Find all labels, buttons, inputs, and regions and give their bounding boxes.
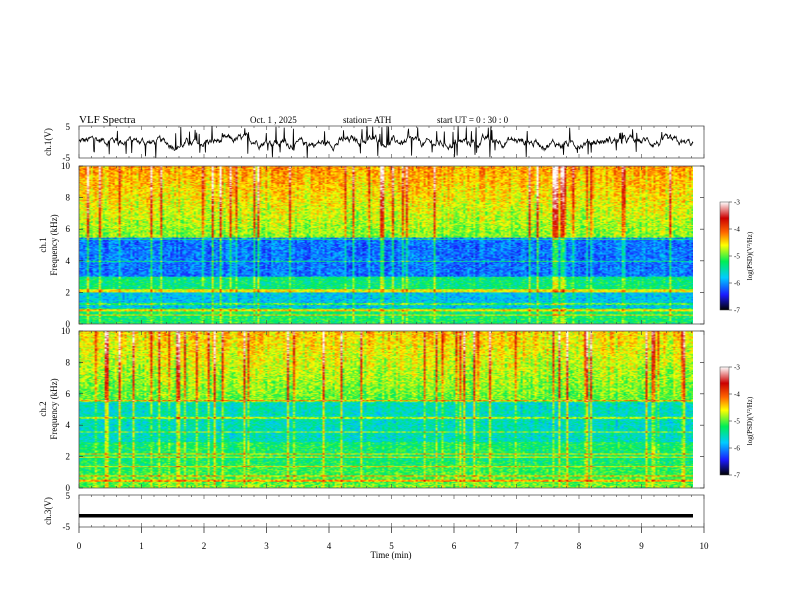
frequency-tick-label: 2 (66, 287, 71, 297)
frequency-tick-label: 8 (66, 357, 71, 367)
ch1-ytick-top: 5 (66, 122, 71, 132)
time-axis: 0 1 2 3 4 5 6 7 8 9 10 (77, 126, 709, 551)
time-axis-tick-label: 7 (514, 541, 519, 551)
frequency-tick-label: 4 (66, 256, 71, 266)
time-axis-tick-label: 5 (389, 541, 394, 551)
colorbar-tick-label: -5 (734, 253, 740, 261)
time-axis-label: Time (min) (371, 550, 412, 560)
ch1-colorbar: -3 -4 -5 -6 -7 log(PSD)(V²/Hz) (719, 199, 754, 315)
ch1-waveform-frame (78, 125, 705, 159)
ch3-ylabel: ch.3(V) (43, 497, 53, 525)
colorbar-tick-label: -3 (734, 199, 740, 207)
figure-title: VLF Spectra (79, 114, 136, 126)
ch1-colorbar-label: log(PSD)(V²/Hz) (746, 231, 754, 280)
frequency-tick-label: 0 (66, 319, 71, 329)
colorbar-tick-label: -7 (734, 472, 740, 480)
ch3-waveform-frame (78, 494, 705, 528)
start-time-label: start UT = 0 : 30 : 0 (437, 115, 509, 125)
colorbar-tick-label: -4 (734, 391, 740, 399)
ch3-ytick-bottom: -5 (63, 522, 71, 532)
ch1-waveform-trace (78, 125, 694, 158)
time-axis-tick-label: 10 (700, 541, 710, 551)
ch2-colorbar-label: log(PSD)(V²/Hz) (746, 396, 754, 445)
ch2-spectrogram-heatmap (79, 331, 693, 488)
ch2-spectrogram-panel: 0 2 4 6 8 10 ch.2 Frequency (kHz) (38, 326, 705, 493)
frequency-tick-label: 10 (61, 161, 71, 171)
ch2-spectrogram-ylabel-frequency: Frequency (kHz) (49, 378, 59, 439)
time-axis-tick-label: 9 (639, 541, 644, 551)
colorbar-tick-label: -6 (734, 445, 740, 453)
time-axis-tick-label: 1 (139, 541, 144, 551)
ch1-waveform-panel: 5 -5 ch.1(V) (43, 122, 705, 163)
colorbar-tick-label: -4 (734, 226, 740, 234)
time-axis-tick-label: 6 (452, 541, 457, 551)
colorbar-tick-label: -5 (734, 418, 740, 426)
frequency-tick-label: 6 (66, 224, 71, 234)
ch1-ylabel: ch.1(V) (43, 128, 53, 156)
time-axis-tick-label: 4 (327, 541, 332, 551)
colorbar-tick-label: -6 (734, 280, 740, 288)
frequency-tick-label: 4 (66, 420, 71, 430)
station-label: station= ATH (343, 115, 392, 125)
frequency-tick-label: 8 (66, 193, 71, 203)
ch1-ytick-bottom: -5 (63, 153, 71, 163)
time-axis-tick-label: 8 (577, 541, 582, 551)
time-axis-tick-label: 3 (264, 541, 269, 551)
ch2-colorbar: -3 -4 -5 -6 -7 log(PSD)(V²/Hz) (719, 364, 754, 480)
date-label: Oct. 1 , 2025 (250, 115, 297, 125)
ch1-spectrogram-ylabel-frequency: Frequency (kHz) (49, 214, 59, 275)
ch1-spectrogram-heatmap (79, 166, 693, 324)
ch3-ytick-top: 5 (66, 491, 71, 501)
frequency-tick-label: 2 (66, 452, 71, 462)
frequency-tick-label: 10 (61, 326, 71, 336)
colorbar-tick-label: -7 (734, 307, 740, 315)
ch3-waveform-panel: 5 -5 ch.3(V) (43, 491, 705, 532)
frequency-tick-label: 6 (66, 389, 71, 399)
time-axis-tick-label: 2 (202, 541, 207, 551)
ch1-spectrogram-ylabel-channel: ch.1 (38, 237, 48, 252)
ch2-spectrogram-ylabel-channel: ch.2 (38, 401, 48, 416)
frequency-tick-label: 0 (66, 483, 71, 493)
ch2-colorbar-scale (719, 366, 730, 476)
ch1-spectrogram-panel: 0 2 4 6 8 10 ch.1 Frequency (kHz) (38, 161, 705, 329)
ch1-colorbar-scale (719, 201, 730, 311)
colorbar-tick-label: -3 (734, 364, 740, 372)
time-axis-tick-label: 0 (77, 541, 82, 551)
